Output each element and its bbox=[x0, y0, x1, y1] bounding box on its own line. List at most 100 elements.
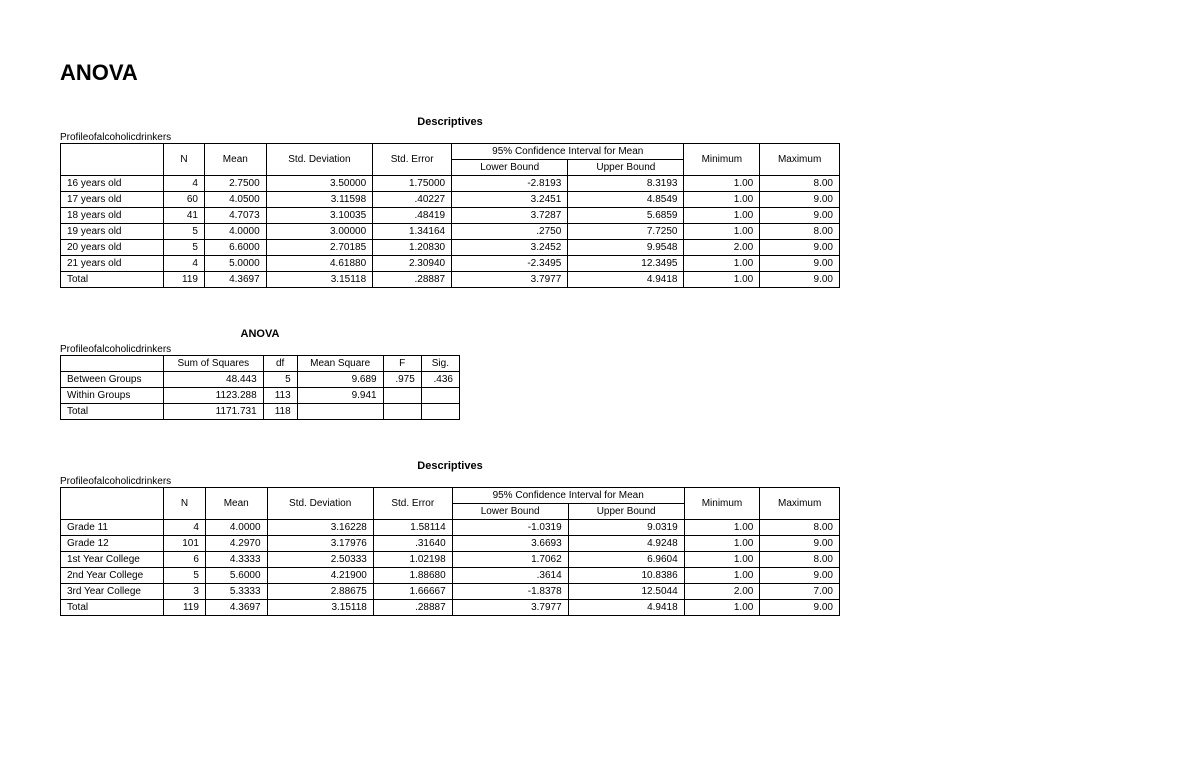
col-max: Maximum bbox=[760, 488, 840, 520]
row-label: 20 years old bbox=[61, 240, 164, 256]
cell-df: 118 bbox=[263, 404, 297, 420]
row-label: Grade 11 bbox=[61, 520, 164, 536]
cell-min: 1.00 bbox=[684, 224, 760, 240]
cell-se: 1.66667 bbox=[373, 584, 452, 600]
cell-ub: 7.7250 bbox=[568, 224, 684, 240]
table-row: Grade 121014.29703.17976.316403.66934.92… bbox=[61, 536, 840, 552]
cell-n: 4 bbox=[164, 520, 206, 536]
cell-n: 5 bbox=[164, 240, 205, 256]
cell-lb: 3.7977 bbox=[452, 600, 568, 616]
cell-mean: 4.7073 bbox=[204, 208, 266, 224]
cell-lb: .2750 bbox=[452, 224, 568, 240]
cell-f bbox=[383, 388, 421, 404]
descriptives2-title: Descriptives bbox=[60, 460, 840, 472]
cell-sig bbox=[421, 404, 459, 420]
row-label: Total bbox=[61, 600, 164, 616]
cell-lb: -2.3495 bbox=[452, 256, 568, 272]
cell-sig: .436 bbox=[421, 372, 459, 388]
cell-lb: -2.8193 bbox=[452, 176, 568, 192]
cell-min: 1.00 bbox=[684, 256, 760, 272]
table-row: 21 years old45.00004.618802.30940-2.3495… bbox=[61, 256, 840, 272]
cell-mean: 4.3697 bbox=[204, 272, 266, 288]
cell-se: 1.58114 bbox=[373, 520, 452, 536]
col-lb: Lower Bound bbox=[452, 160, 568, 176]
col-f: F bbox=[383, 356, 421, 372]
cell-mean: 4.3697 bbox=[205, 600, 267, 616]
cell-ss: 1171.731 bbox=[164, 404, 264, 420]
descriptives1-subtitle: Profileofalcoholicdrinkers bbox=[60, 132, 1140, 143]
cell-lb: -1.0319 bbox=[452, 520, 568, 536]
cell-se: .28887 bbox=[373, 600, 452, 616]
cell-min: 1.00 bbox=[684, 600, 760, 616]
row-label: 18 years old bbox=[61, 208, 164, 224]
cell-lb: 3.2451 bbox=[452, 192, 568, 208]
cell-min: 1.00 bbox=[684, 552, 760, 568]
cell-ub: 4.9248 bbox=[568, 536, 684, 552]
cell-sd: 2.70185 bbox=[266, 240, 373, 256]
cell-sd: 3.00000 bbox=[266, 224, 373, 240]
col-ub: Upper Bound bbox=[568, 504, 684, 520]
descriptives2-subtitle: Profileofalcoholicdrinkers bbox=[60, 476, 1140, 487]
cell-max: 9.00 bbox=[760, 272, 840, 288]
cell-lb: 3.2452 bbox=[452, 240, 568, 256]
cell-n: 6 bbox=[164, 552, 206, 568]
blank-header bbox=[61, 144, 164, 176]
cell-sd: 3.16228 bbox=[267, 520, 373, 536]
col-se: Std. Error bbox=[373, 488, 452, 520]
cell-n: 119 bbox=[164, 600, 206, 616]
cell-ms: 9.689 bbox=[297, 372, 383, 388]
col-lb: Lower Bound bbox=[452, 504, 568, 520]
cell-sd: 3.10035 bbox=[266, 208, 373, 224]
cell-ms: 9.941 bbox=[297, 388, 383, 404]
cell-lb: 1.7062 bbox=[452, 552, 568, 568]
descriptives-section-1: Descriptives Profileofalcoholicdrinkers … bbox=[60, 116, 1140, 288]
cell-df: 5 bbox=[263, 372, 297, 388]
cell-ub: 9.9548 bbox=[568, 240, 684, 256]
cell-mean: 6.6000 bbox=[204, 240, 266, 256]
blank-header bbox=[61, 488, 164, 520]
table-row: Within Groups1123.2881139.941 bbox=[61, 388, 460, 404]
anova-section: ANOVA Profileofalcoholicdrinkers Sum of … bbox=[60, 328, 1140, 420]
table-row: 3rd Year College35.33332.886751.66667-1.… bbox=[61, 584, 840, 600]
col-n: N bbox=[164, 488, 206, 520]
cell-se: 1.20830 bbox=[373, 240, 452, 256]
cell-max: 9.00 bbox=[760, 600, 840, 616]
cell-se: 1.75000 bbox=[373, 176, 452, 192]
cell-mean: 2.7500 bbox=[204, 176, 266, 192]
cell-max: 9.00 bbox=[760, 240, 840, 256]
col-ci: 95% Confidence Interval for Mean bbox=[452, 488, 684, 504]
cell-n: 60 bbox=[164, 192, 205, 208]
cell-mean: 4.3333 bbox=[205, 552, 267, 568]
cell-n: 3 bbox=[164, 584, 206, 600]
cell-mean: 4.2970 bbox=[205, 536, 267, 552]
cell-se: .28887 bbox=[373, 272, 452, 288]
cell-ss: 1123.288 bbox=[164, 388, 264, 404]
table-row: 2nd Year College55.60004.219001.88680.36… bbox=[61, 568, 840, 584]
col-sd: Std. Deviation bbox=[266, 144, 373, 176]
cell-sd: 2.50333 bbox=[267, 552, 373, 568]
cell-n: 4 bbox=[164, 176, 205, 192]
cell-ub: 9.0319 bbox=[568, 520, 684, 536]
cell-se: 1.88680 bbox=[373, 568, 452, 584]
col-ci: 95% Confidence Interval for Mean bbox=[452, 144, 684, 160]
anova-title: ANOVA bbox=[60, 328, 460, 340]
row-label: 17 years old bbox=[61, 192, 164, 208]
cell-ub: 5.6859 bbox=[568, 208, 684, 224]
row-label: 19 years old bbox=[61, 224, 164, 240]
table-row: 20 years old56.60002.701851.208303.24529… bbox=[61, 240, 840, 256]
cell-sig bbox=[421, 388, 459, 404]
cell-min: 1.00 bbox=[684, 192, 760, 208]
cell-min: 2.00 bbox=[684, 584, 760, 600]
cell-sd: 3.15118 bbox=[267, 600, 373, 616]
cell-max: 9.00 bbox=[760, 208, 840, 224]
row-label: 2nd Year College bbox=[61, 568, 164, 584]
cell-sd: 4.61880 bbox=[266, 256, 373, 272]
table-row: 1st Year College64.33332.503331.021981.7… bbox=[61, 552, 840, 568]
table-row: 18 years old414.70733.10035.484193.72875… bbox=[61, 208, 840, 224]
cell-mean: 4.0500 bbox=[204, 192, 266, 208]
cell-max: 8.00 bbox=[760, 224, 840, 240]
cell-max: 8.00 bbox=[760, 176, 840, 192]
cell-max: 9.00 bbox=[760, 536, 840, 552]
table-row: 19 years old54.00003.000001.34164.27507.… bbox=[61, 224, 840, 240]
cell-min: 1.00 bbox=[684, 272, 760, 288]
